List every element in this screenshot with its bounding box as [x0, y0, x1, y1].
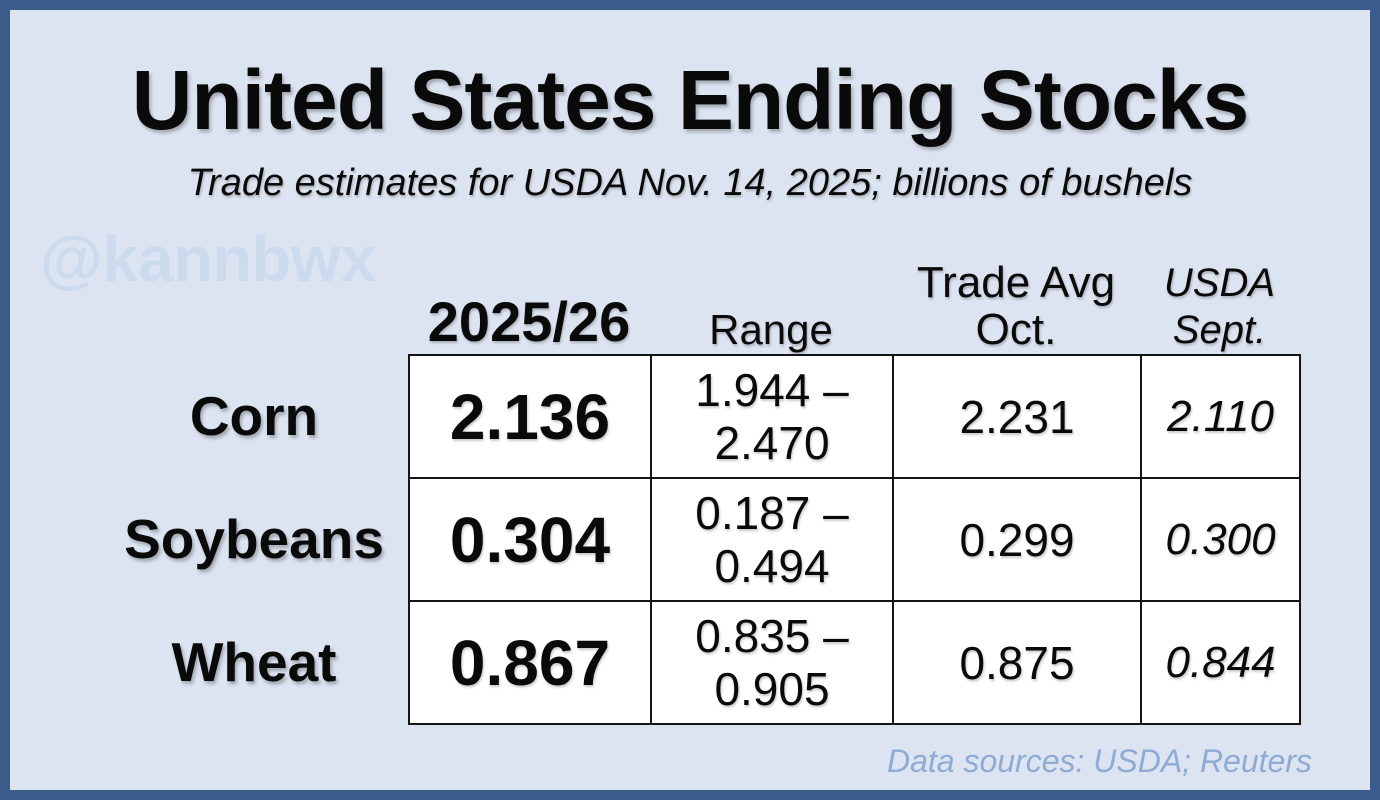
cell-soybeans-trade-avg: 0.299: [892, 477, 1142, 602]
column-header-trade-avg-oct: Trade Avg Oct.: [916, 257, 1116, 355]
cell-corn-usda-sept: 2.110: [1140, 354, 1301, 479]
table-row-corn: 2.136 1.944 – 2.470 2.231 2.110: [408, 354, 1301, 479]
cell-soybeans-range: 0.187 – 0.494: [650, 477, 894, 602]
cell-wheat-estimate: 0.867: [408, 600, 652, 725]
row-label-wheat: Wheat: [171, 631, 337, 693]
watermark-handle: @kannbwx: [40, 223, 377, 295]
column-header-range: Range: [709, 306, 833, 353]
data-source-note: Data sources: USDA; Reuters: [886, 743, 1312, 779]
table-row-wheat: 0.867 0.835 – 0.905 0.875 0.844: [408, 600, 1301, 725]
row-label-corn: Corn: [189, 384, 319, 447]
column-header-2025-26: 2025/26: [427, 290, 631, 353]
cell-wheat-usda-sept: 0.844: [1140, 600, 1301, 725]
cell-soybeans-estimate: 0.304: [408, 477, 652, 602]
cell-soybeans-usda-sept: 0.300: [1140, 477, 1301, 602]
estimates-table: 2.136 1.944 – 2.470 2.231 2.110 0.304 0.…: [408, 354, 1301, 725]
cell-wheat-trade-avg: 0.875: [892, 600, 1142, 725]
page-subtitle: Trade estimates for USDA Nov. 14, 2025; …: [187, 162, 1193, 204]
cell-corn-estimate: 2.136: [408, 354, 652, 479]
column-header-usda-sept: USDA Sept.: [1163, 260, 1276, 352]
cell-corn-trade-avg: 2.231: [892, 354, 1142, 479]
cell-wheat-range: 0.835 – 0.905: [650, 600, 894, 725]
cell-corn-range: 1.944 – 2.470: [650, 354, 894, 479]
page-title: United States Ending Stocks: [131, 53, 1250, 147]
row-label-soybeans: Soybeans: [124, 507, 384, 570]
table-row-soybeans: 0.304 0.187 – 0.494 0.299 0.300: [408, 477, 1301, 602]
